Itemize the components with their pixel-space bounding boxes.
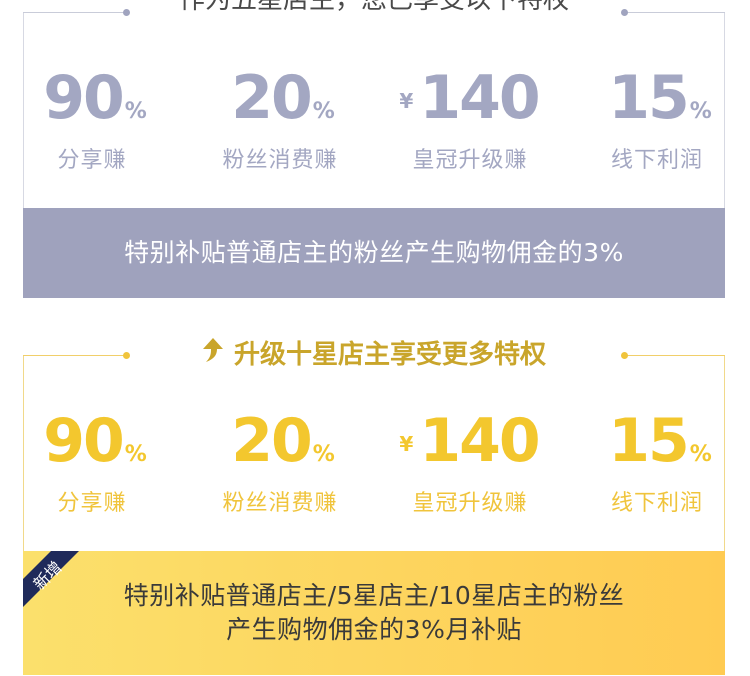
stat-value: 140	[419, 406, 540, 476]
current-privileges-card: 作为五星店主，您已享受以下特权 90% 分享赚 20% 粉丝消费赚 ¥140 皇…	[23, 0, 725, 298]
stat-value: 140	[419, 63, 540, 133]
stat-unit: %	[124, 99, 147, 124]
current-privileges-title: 作为五星店主，您已享受以下特权	[178, 0, 569, 15]
stat-label: 分享赚	[57, 491, 127, 516]
stat-label: 线下利润	[610, 148, 703, 173]
header-dot-right	[621, 352, 628, 359]
stat-offline-profit: 15% 线下利润	[557, 405, 750, 517]
stat-crown-upgrade-earn: ¥140 皇冠升级赚	[370, 405, 570, 517]
stat-label: 粉丝消费赚	[222, 148, 338, 173]
new-badge: 新增	[23, 551, 93, 621]
stat-unit: %	[312, 99, 335, 124]
stat-offline-profit: 15% 线下利润	[557, 62, 750, 174]
stat-value: 20	[231, 406, 312, 476]
stat-value: 90	[43, 406, 124, 476]
stats-row: 90% 分享赚 20% 粉丝消费赚 ¥140 皇冠升级赚 15% 线下利润	[24, 405, 724, 535]
stat-value: 20	[231, 63, 312, 133]
upgrade-privileges-title: 升级十星店主享受更多特权	[23, 337, 725, 370]
stat-currency: ¥	[399, 89, 414, 113]
stat-unit: %	[124, 442, 147, 467]
header-dot-left	[123, 352, 130, 359]
stat-currency: ¥	[399, 432, 414, 456]
card-header: 作为五星店主，您已享受以下特权	[23, 0, 725, 26]
banner-line-1: 特别补贴普通店主/5星店主/10星店主的粉丝	[123, 581, 625, 610]
current-subsidy-banner: 特别补贴普通店主的粉丝产生购物佣金的3%	[23, 208, 725, 298]
stat-share-earn: 90% 分享赚	[0, 405, 192, 517]
stats-row: 90% 分享赚 20% 粉丝消费赚 ¥140 皇冠升级赚 15% 线下利润	[24, 62, 724, 192]
stat-label: 皇冠升级赚	[412, 148, 528, 173]
upgrade-title-text: 升级十星店主享受更多特权	[233, 340, 546, 370]
stat-crown-upgrade-earn: ¥140 皇冠升级赚	[370, 62, 570, 174]
stat-fan-spend-earn: 20% 粉丝消费赚	[180, 405, 380, 517]
stat-unit: %	[689, 99, 712, 124]
upgrade-subsidy-banner: 新增 特别补贴普通店主/5星店主/10星店主的粉丝 产生购物佣金的3%月补贴	[23, 551, 725, 675]
stat-share-earn: 90% 分享赚	[0, 62, 192, 174]
stat-unit: %	[689, 442, 712, 467]
header-line-right	[625, 12, 725, 13]
stat-value: 15	[608, 63, 689, 133]
stat-label: 粉丝消费赚	[222, 491, 338, 516]
stat-label: 分享赚	[57, 148, 127, 173]
up-arrow-icon	[202, 337, 224, 370]
stat-value: 90	[43, 63, 124, 133]
stat-value: 15	[608, 406, 689, 476]
header-line-left	[23, 12, 126, 13]
stat-unit: %	[312, 442, 335, 467]
stat-label: 皇冠升级赚	[412, 491, 528, 516]
header-dot-right	[621, 9, 628, 16]
header-line-right	[625, 355, 725, 356]
card-header: 升级十星店主享受更多特权	[23, 337, 725, 370]
stat-fan-spend-earn: 20% 粉丝消费赚	[180, 62, 380, 174]
upgrade-privileges-card: 升级十星店主享受更多特权 90% 分享赚 20% 粉丝消费赚 ¥140 皇冠升级…	[23, 338, 725, 675]
banner-line-2: 产生购物佣金的3%月补贴	[226, 615, 522, 644]
header-line-left	[23, 355, 126, 356]
stat-label: 线下利润	[610, 491, 703, 516]
header-dot-left	[123, 9, 130, 16]
